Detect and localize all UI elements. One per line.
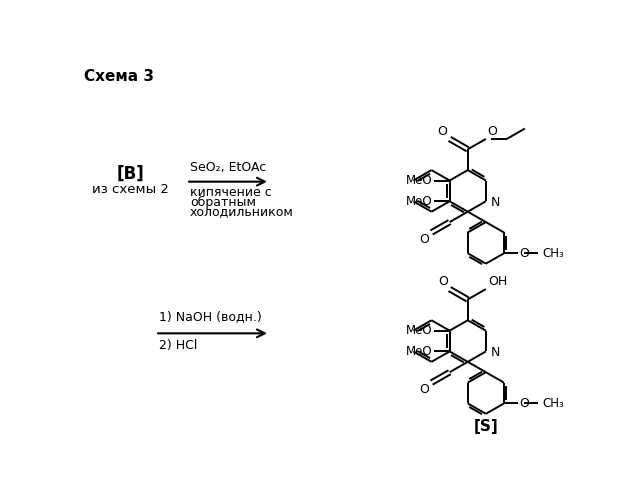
- Text: MeO: MeO: [406, 324, 433, 337]
- Text: O: O: [520, 247, 529, 260]
- Text: N: N: [491, 196, 500, 208]
- Text: O: O: [437, 125, 447, 138]
- Text: SeO₂, EtOAc: SeO₂, EtOAc: [190, 161, 266, 174]
- Text: [B]: [B]: [117, 165, 144, 183]
- Text: MeO: MeO: [406, 195, 433, 208]
- Text: O: O: [438, 276, 448, 288]
- Text: 2) HCl: 2) HCl: [159, 338, 197, 351]
- Text: 1) NaOH (водн.): 1) NaOH (водн.): [159, 310, 261, 324]
- Text: CH₃: CH₃: [543, 397, 564, 410]
- Text: Схема 3: Схема 3: [84, 69, 154, 84]
- Text: CH₃: CH₃: [543, 247, 564, 260]
- Text: O: O: [419, 233, 429, 246]
- Text: холодильником: холодильником: [190, 206, 294, 218]
- Text: из схемы 2: из схемы 2: [92, 183, 169, 196]
- Text: N: N: [491, 346, 500, 358]
- Text: O: O: [520, 397, 529, 410]
- Text: кипячение с: кипячение с: [190, 186, 272, 198]
- Text: O: O: [419, 384, 429, 396]
- Text: OH: OH: [488, 274, 507, 287]
- Text: обратным: обратным: [190, 196, 256, 208]
- Text: [S]: [S]: [473, 418, 498, 434]
- Text: MeO: MeO: [406, 345, 433, 358]
- Text: MeO: MeO: [406, 174, 433, 187]
- Text: O: O: [487, 125, 497, 138]
